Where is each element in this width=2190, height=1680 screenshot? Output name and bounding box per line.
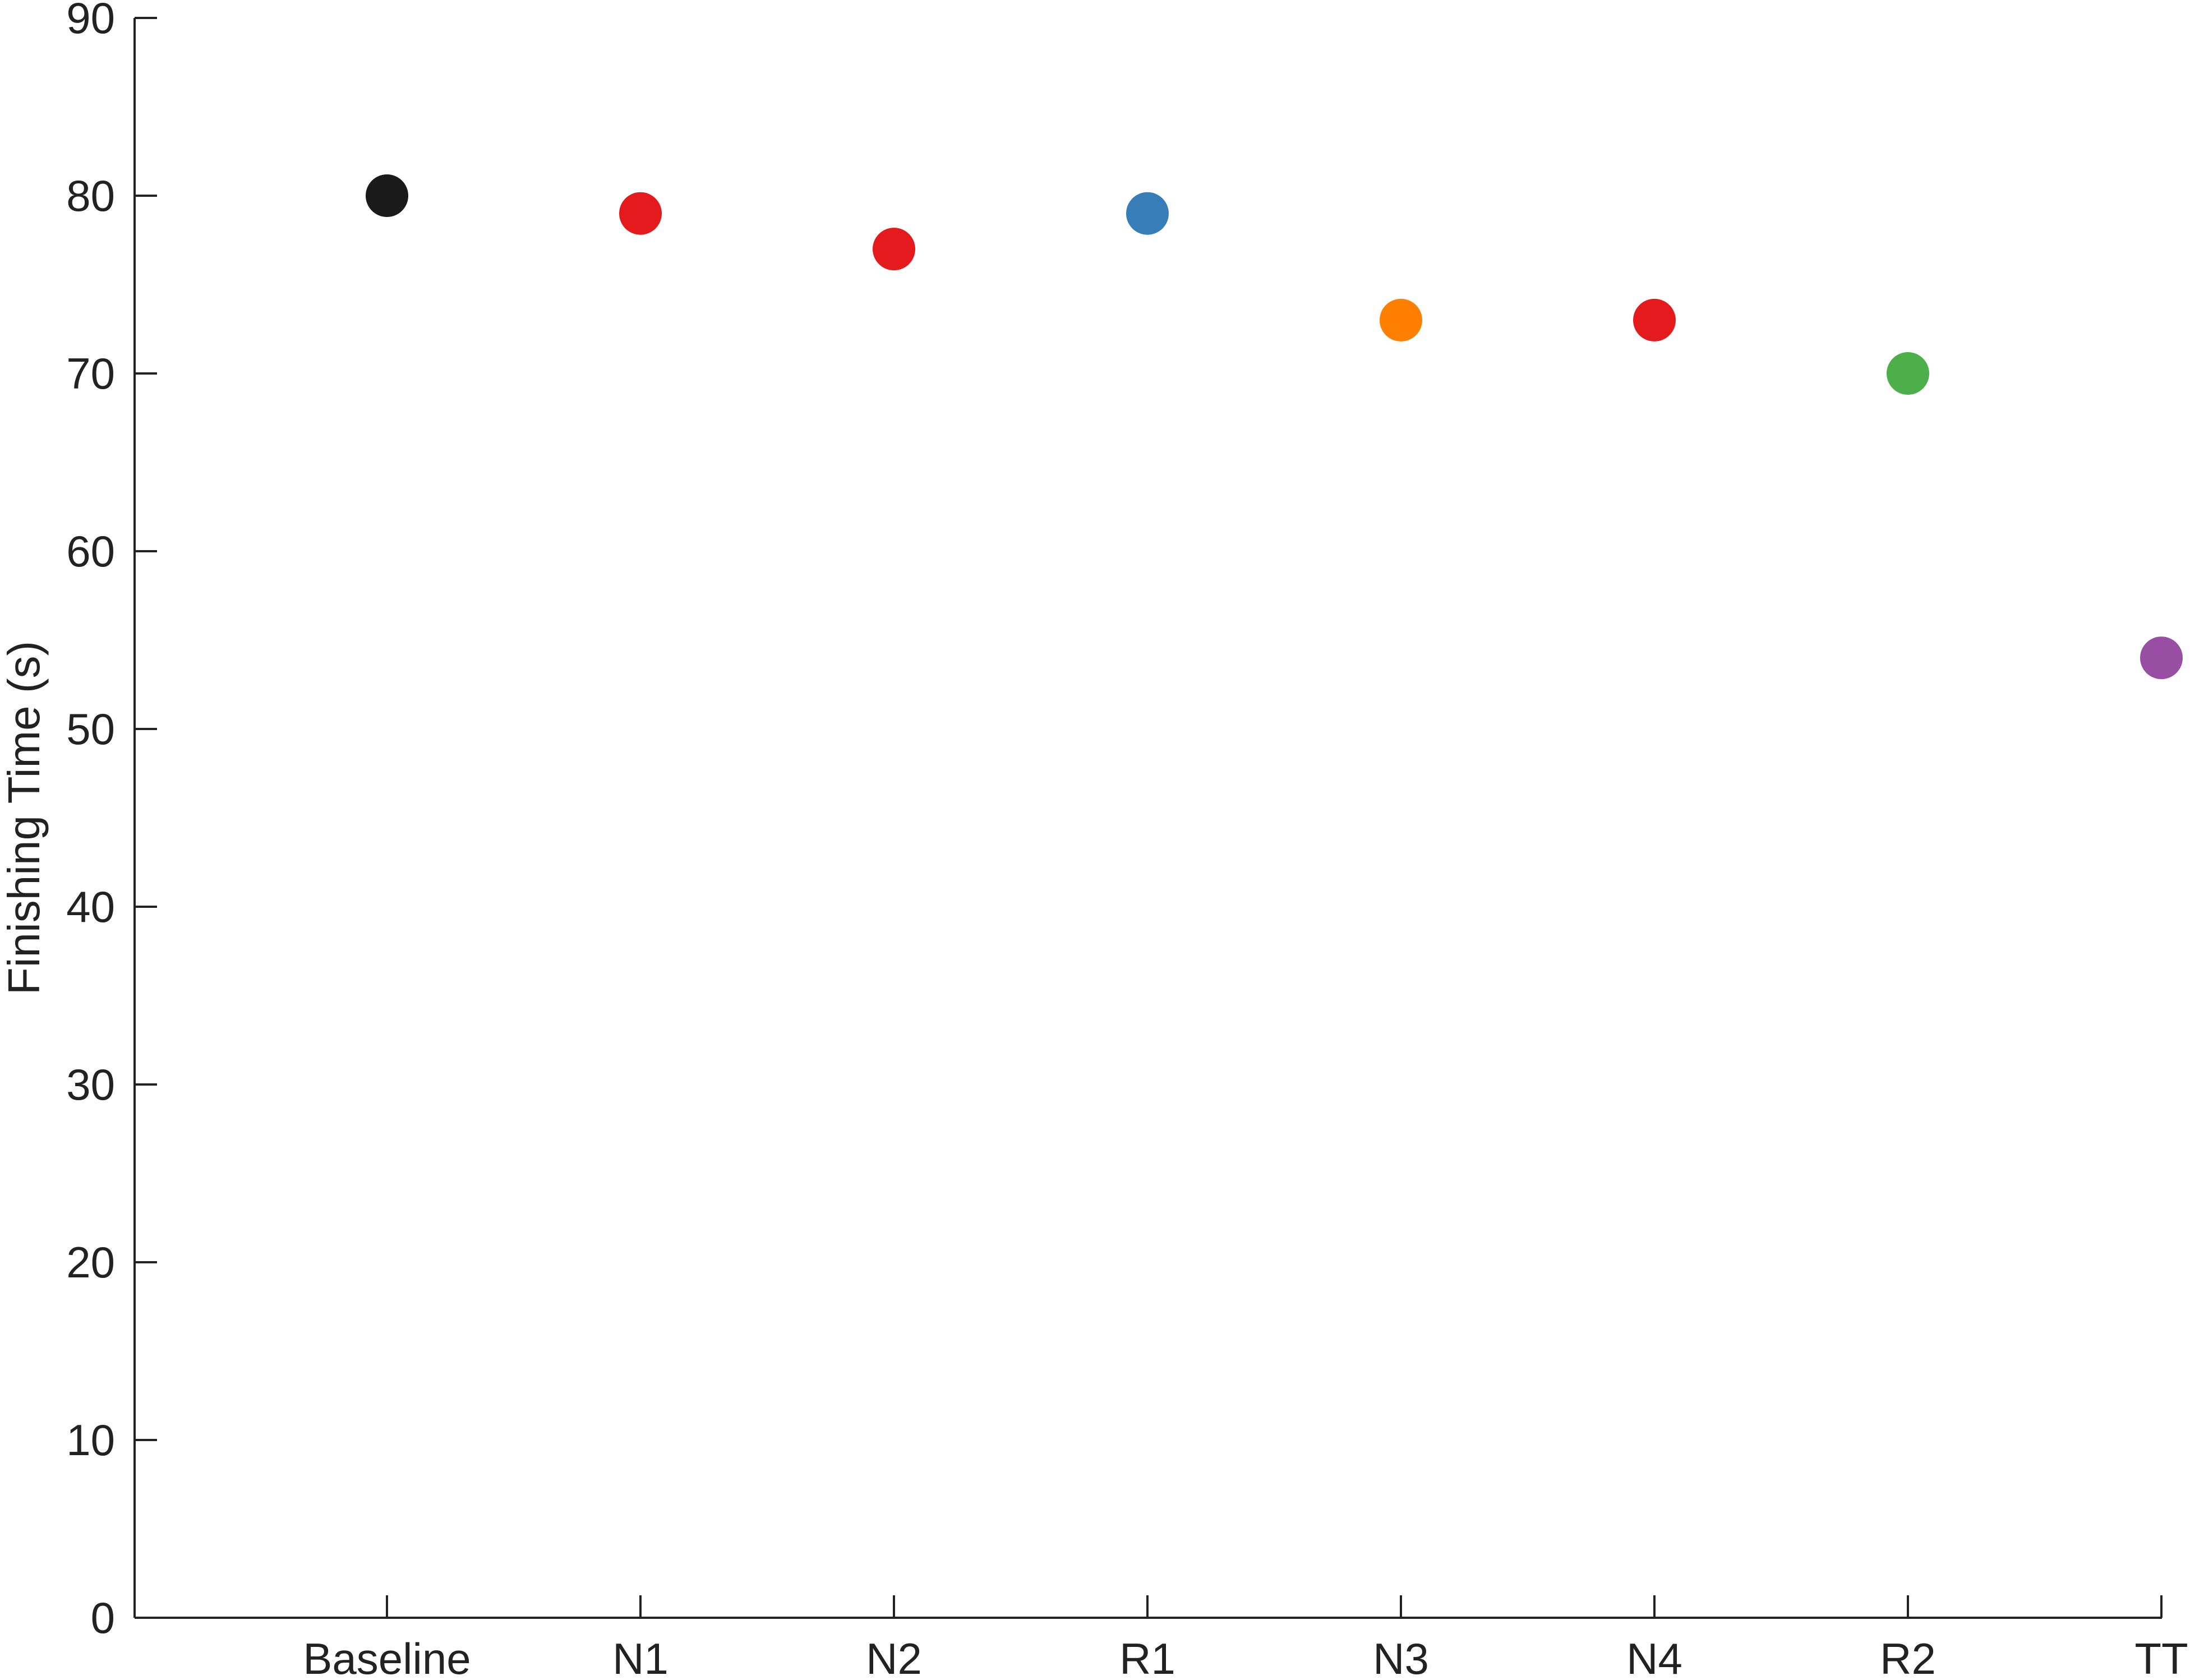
x-tick-label: Baseline — [303, 1634, 471, 1680]
y-tick-label: 40 — [66, 882, 115, 931]
data-point-n4 — [1633, 298, 1676, 341]
x-axis-ticks: Baseline N1 N2 R1 N3 N4 R2 TT — [303, 1595, 2188, 1680]
data-points — [366, 174, 2183, 680]
x-tick-label: N1 — [612, 1634, 668, 1680]
data-point-tt — [2140, 636, 2183, 680]
axes — [133, 18, 2162, 1619]
data-point-r1 — [1126, 192, 1169, 235]
y-tick-label: 50 — [66, 704, 115, 754]
x-tick-label: N4 — [1626, 1634, 1682, 1680]
y-tick-label: 70 — [66, 349, 115, 398]
y-axis-label: Finishing Time (s) — [0, 641, 49, 995]
x-tick-label: R1 — [1119, 1634, 1175, 1680]
y-tick-label: 90 — [66, 0, 115, 43]
y-axis-ticks: 0 10 20 30 40 50 60 70 80 90 — [66, 0, 157, 1642]
x-tick-label: TT — [2134, 1634, 2188, 1680]
x-tick-label: N2 — [866, 1634, 922, 1680]
y-tick-label: 10 — [66, 1415, 115, 1465]
data-point-n3 — [1380, 298, 1422, 341]
y-tick-label: 20 — [66, 1238, 115, 1287]
y-tick-label: 0 — [91, 1593, 115, 1642]
x-tick-label: N3 — [1373, 1634, 1429, 1680]
y-tick-label: 30 — [66, 1060, 115, 1109]
data-point-n2 — [873, 228, 915, 271]
y-tick-label: 60 — [66, 527, 115, 576]
data-point-baseline — [366, 174, 408, 217]
data-point-n1 — [619, 192, 662, 235]
y-tick-label: 80 — [66, 171, 115, 220]
x-tick-label: R2 — [1880, 1634, 1936, 1680]
data-point-r2 — [1887, 352, 1929, 395]
